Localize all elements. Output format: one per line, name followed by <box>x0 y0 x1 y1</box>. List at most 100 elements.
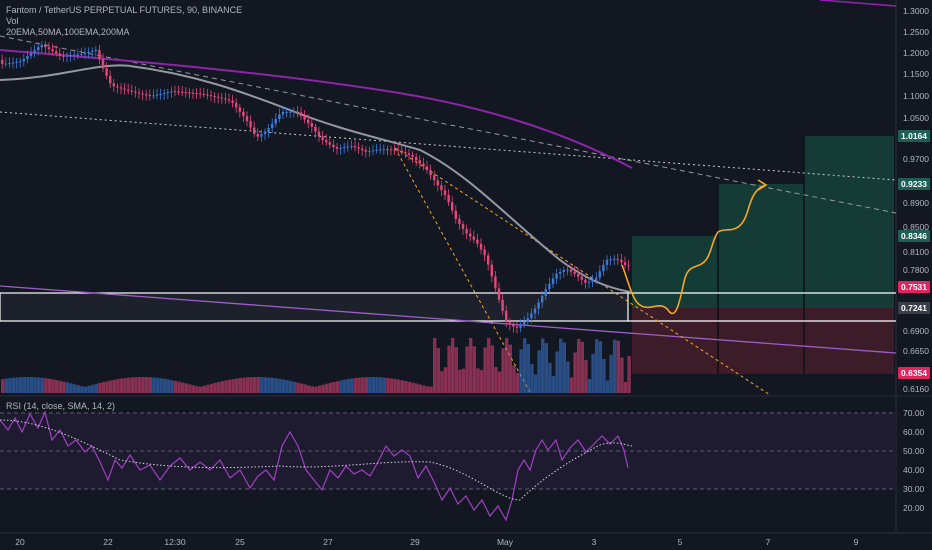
candle-body <box>379 149 382 151</box>
candle-body <box>94 49 97 51</box>
volume-bar <box>447 345 451 393</box>
time-label: 25 <box>235 537 245 547</box>
time-label: 9 <box>854 537 859 547</box>
purple-ma-topright[interactable] <box>819 0 897 7</box>
position-zones[interactable] <box>632 136 894 374</box>
rsi-line[interactable] <box>0 410 629 522</box>
candle-body <box>303 116 306 120</box>
projection-path[interactable] <box>621 184 767 315</box>
volume-bar <box>591 353 595 393</box>
price-tick-label: 0.9700 <box>903 154 929 164</box>
candle-body <box>465 228 468 234</box>
volume-bar <box>155 377 160 393</box>
chart-legend: Fantom / TetherUS PERPETUAL FUTURES, 90,… <box>6 5 242 38</box>
price-badge: 0.9233 <box>898 178 930 190</box>
rsi-tick-label: 20.00 <box>903 503 925 513</box>
volume-bar <box>335 381 340 393</box>
volume-bar <box>159 378 163 393</box>
candlesticks[interactable] <box>1 41 630 334</box>
candle-body <box>375 149 378 151</box>
candle-body <box>386 149 389 151</box>
volume-bar <box>375 377 379 393</box>
candle-body <box>307 119 310 124</box>
volume-bar <box>260 377 264 393</box>
volume-bar <box>479 370 484 393</box>
volume-bar <box>544 343 548 393</box>
volume-bar <box>537 350 541 393</box>
fib-line-steep[interactable] <box>394 147 531 393</box>
support-box[interactable] <box>0 292 629 322</box>
candle-body <box>605 259 609 265</box>
ma-100-line[interactable] <box>0 64 631 293</box>
candle-body <box>69 55 72 57</box>
candle-body <box>609 259 612 261</box>
candle-body <box>404 152 407 154</box>
volume-bar <box>379 377 383 393</box>
volume-bar <box>249 377 253 393</box>
candle-body <box>256 133 259 137</box>
volume-bar <box>285 380 289 393</box>
volume-bar <box>508 344 512 393</box>
volume-bar <box>303 384 307 393</box>
candle-body <box>62 55 65 57</box>
price-tick-label: 1.1500 <box>903 69 929 79</box>
volume-bar <box>559 338 563 393</box>
svg-text:0.7241: 0.7241 <box>901 303 927 313</box>
volume-bar <box>573 352 577 393</box>
purple-channel-line[interactable] <box>0 285 897 354</box>
ma-200-line[interactable] <box>0 49 633 169</box>
volume-bar <box>353 378 358 393</box>
candle-body <box>170 91 173 93</box>
rsi-axis[interactable]: 70.00 60.00 50.00 40.00 30.00 20.00 <box>903 408 925 513</box>
candle-body <box>127 89 130 91</box>
candle-body <box>580 276 583 280</box>
candle-body <box>109 75 112 84</box>
volume-bar <box>411 382 415 393</box>
rsi-tick-label: 40.00 <box>903 465 925 475</box>
rsi-legend[interactable]: RSI (14, close, SMA, 14, 2) <box>6 401 116 411</box>
candle-body <box>289 111 292 113</box>
volume-bar <box>22 377 26 393</box>
candle-body <box>159 93 162 95</box>
candle-body <box>155 94 159 96</box>
volume-bar <box>119 378 124 393</box>
volume-bar <box>170 380 174 393</box>
rsi-tick-label: 50.00 <box>903 446 925 456</box>
volume-bar <box>418 384 422 393</box>
indicator-vol[interactable]: Vol <box>6 16 19 26</box>
candle-body <box>83 52 87 55</box>
candle-body <box>411 154 414 157</box>
volume-bar <box>440 371 444 393</box>
candle-body <box>505 310 508 323</box>
svg-text:0.8346: 0.8346 <box>901 231 927 241</box>
candle-body <box>260 134 263 137</box>
candle-body <box>148 94 151 96</box>
price-axis[interactable]: 1.3000 1.2500 1.2000 1.1500 1.1000 1.0500 0.97… <box>903 6 929 394</box>
candle-body <box>202 93 205 95</box>
time-axis[interactable]: 20 22 12:30 25 27 29 May 3 5 7 9 <box>15 537 858 547</box>
candle-body <box>433 175 436 181</box>
fib-line-shallow[interactable] <box>394 147 771 396</box>
candle-body <box>263 131 267 135</box>
candle-body <box>512 324 515 327</box>
candle-body <box>271 123 274 129</box>
volume-bar <box>289 380 293 393</box>
candle-body <box>602 264 605 272</box>
volume-bar <box>490 345 494 393</box>
volume-bar <box>58 380 62 393</box>
volume-bar <box>37 377 41 393</box>
symbol-title[interactable]: Fantom / TetherUS PERPETUAL FUTURES, 90,… <box>6 5 243 15</box>
time-label: 20 <box>15 537 25 547</box>
volume-bar <box>368 377 372 393</box>
volume-bar <box>87 385 91 393</box>
candle-body <box>587 281 591 283</box>
volume-bar <box>616 340 620 393</box>
indicator-ma[interactable]: 20EMA,50MA,100EMA,200MA <box>6 27 130 37</box>
volume-bar <box>238 378 242 393</box>
candle-body <box>335 147 339 149</box>
volume-bar <box>461 368 466 393</box>
candle-body <box>382 149 385 151</box>
volume-bar <box>202 385 206 393</box>
volume-bar <box>307 385 311 393</box>
